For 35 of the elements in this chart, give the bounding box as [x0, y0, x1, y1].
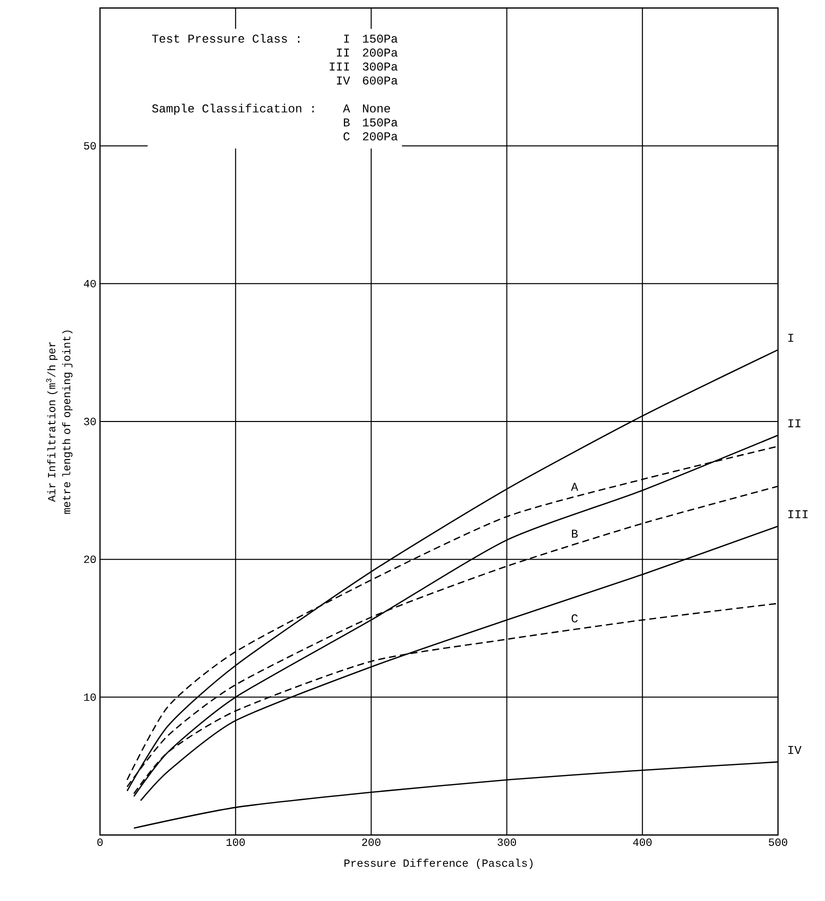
- y-tick-label: 30: [84, 418, 96, 426]
- x-tick-label: 100: [226, 838, 245, 846]
- series-label: I: [788, 334, 794, 342]
- y-tick-label: 20: [84, 556, 96, 564]
- x-tick-label: 0: [97, 838, 103, 846]
- annotation: 150Pa: [362, 118, 398, 126]
- x-tick-label: 500: [768, 838, 788, 846]
- x-tick-label: 400: [633, 838, 652, 846]
- annotation: A: [342, 104, 350, 112]
- series-label: C: [572, 614, 578, 622]
- x-axis-title: Pressure Difference (Pascals): [344, 858, 532, 869]
- annotation: I: [344, 34, 349, 43]
- annotation: 300Pa: [362, 62, 398, 71]
- y-tick-label: 10: [84, 693, 96, 701]
- annotation: C: [344, 132, 350, 140]
- x-tick-label: 200: [362, 838, 380, 846]
- annotation: 200Pa: [362, 132, 398, 140]
- annotation: IV: [336, 76, 350, 84]
- annotation: 200Pa: [362, 48, 398, 57]
- series-label: III: [788, 510, 808, 518]
- x-tick-label: 300: [498, 838, 516, 846]
- annotation: B: [344, 118, 350, 126]
- annotation: None: [363, 104, 390, 113]
- annotation: Test Pressure Class :: [152, 34, 300, 43]
- y-tick-label: 50: [84, 142, 96, 150]
- annotation: II: [336, 48, 349, 57]
- series-label: B: [572, 530, 578, 538]
- annotation: III: [330, 62, 349, 70]
- series-label: A: [571, 482, 578, 491]
- annotation: Sample Classification :: [152, 104, 314, 115]
- annotation: 600Pa: [362, 76, 398, 85]
- annotation: 150Pa: [362, 34, 398, 43]
- y-tick-label: 40: [84, 280, 96, 288]
- series-label: II: [788, 419, 800, 428]
- series-label: IV: [788, 746, 802, 754]
